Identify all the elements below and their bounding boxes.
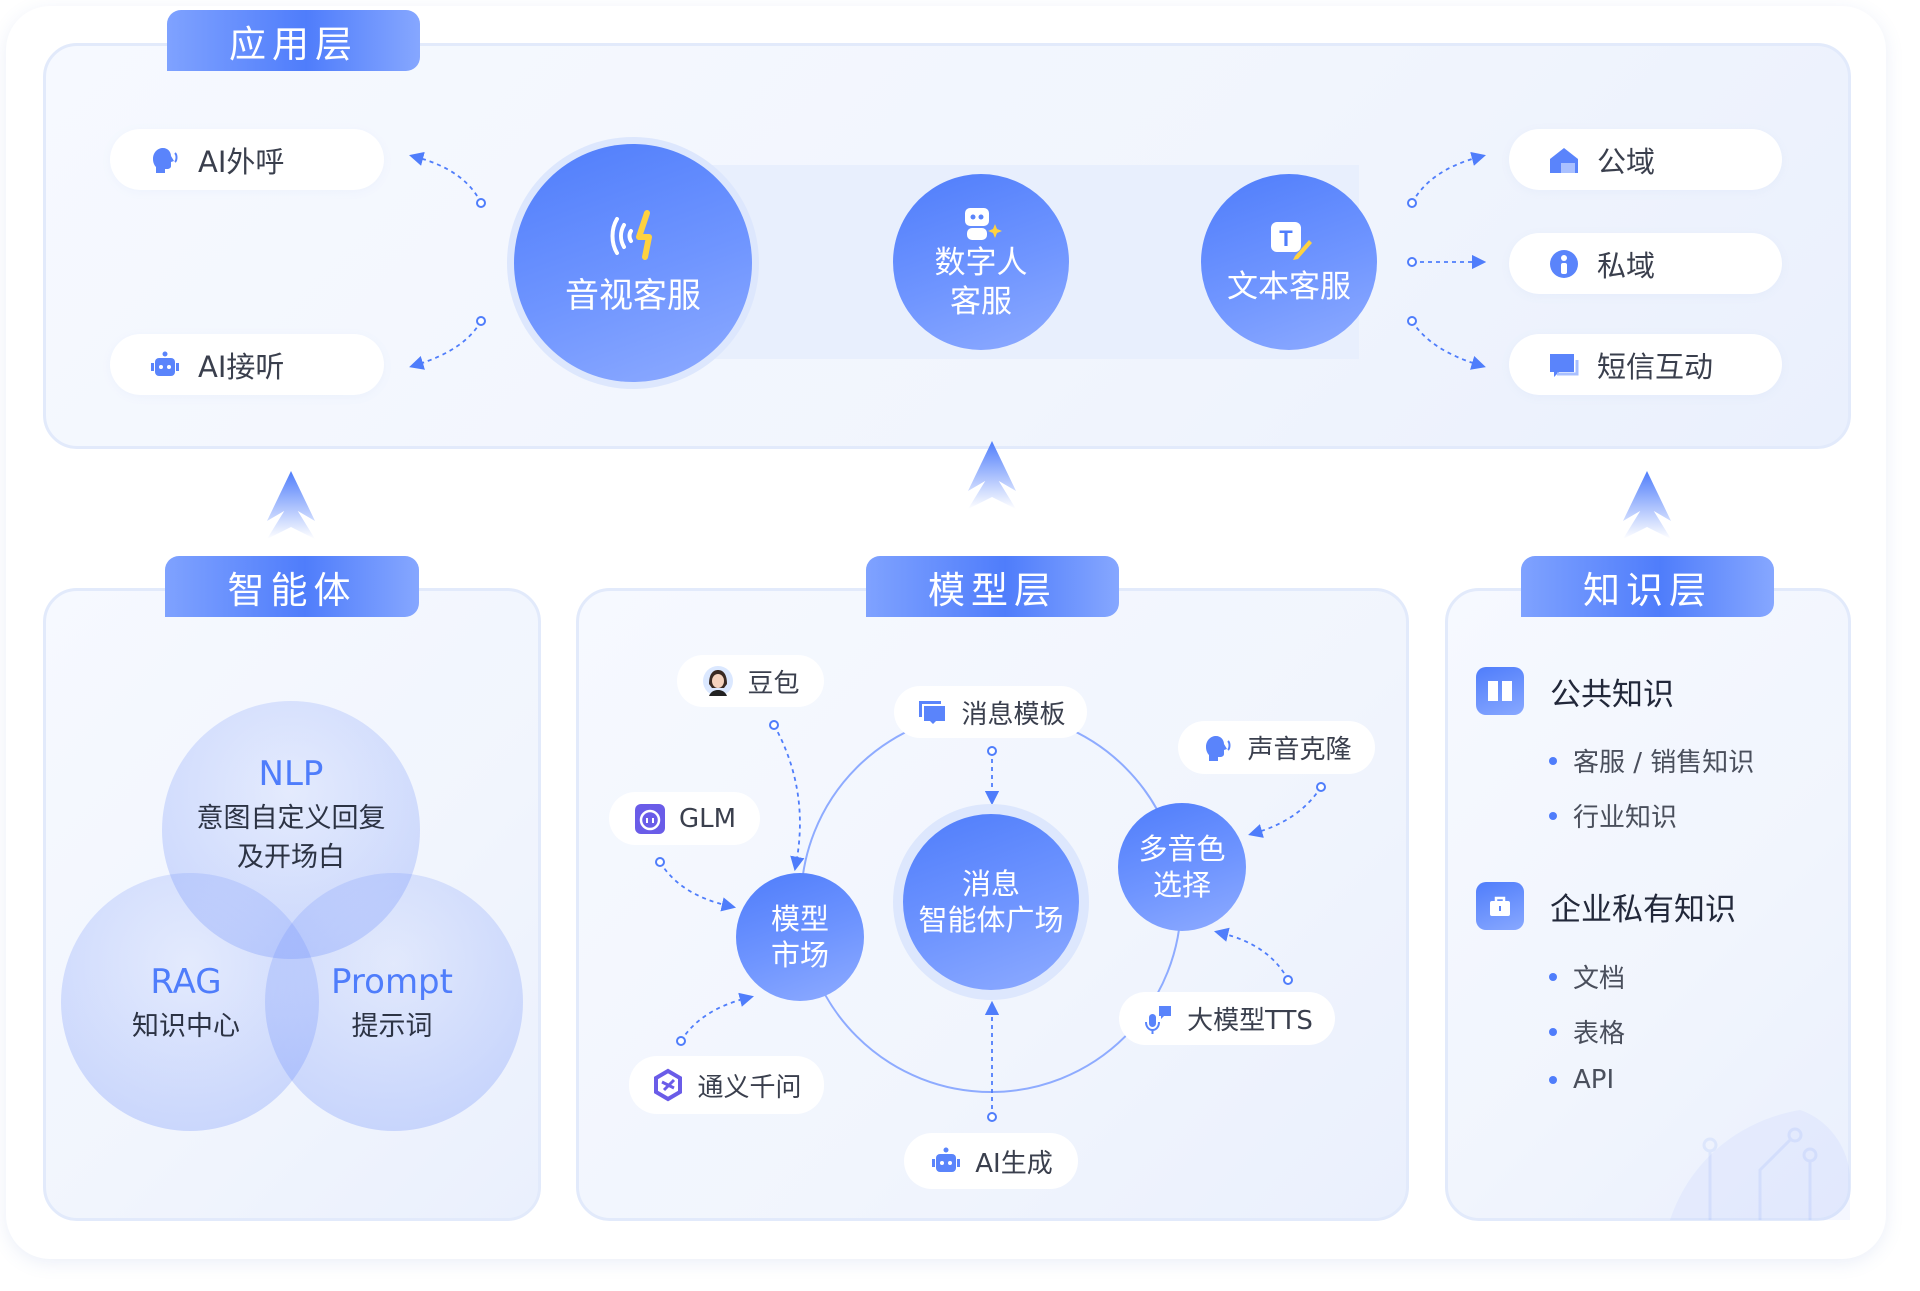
up-arrow-icon — [968, 441, 1016, 509]
model-item-ai-generate: AI生成 — [904, 1133, 1078, 1189]
person-info-icon — [1550, 249, 1578, 278]
circle-label: 文本客服 — [1227, 268, 1351, 305]
knowledge-group-title: 公共知识 — [1550, 676, 1674, 713]
agent-plaza-circle: 消息 智能体广场 — [903, 814, 1079, 990]
app-item-label: AI接听 — [198, 349, 285, 384]
knowledge-group-public: 公共知识 — [1476, 667, 1674, 715]
venn-circle-nlp — [162, 701, 420, 959]
app-item-private-domain: 私域 — [1509, 233, 1782, 294]
book-icon — [1476, 667, 1524, 715]
av-service-circle: 音视客服 — [514, 144, 752, 382]
model-item-voice-clone: 声音克隆 — [1178, 721, 1375, 774]
message-template-icon — [919, 701, 946, 724]
app-layer-title: 应用层 — [167, 10, 420, 71]
multi-voice-circle: 多音色 选择 — [1118, 803, 1246, 931]
app-item-sms: 短信互动 — [1509, 334, 1782, 395]
voice-signal-icon — [610, 209, 652, 260]
rag-label: RAG 知识中心 — [96, 958, 276, 1046]
knowledge-group-title: 企业私有知识 — [1550, 891, 1736, 928]
knowledge-item: API — [1549, 1065, 1614, 1095]
app-item-label: AI外呼 — [198, 144, 285, 179]
model-item-label: 大模型TTS — [1187, 1006, 1313, 1036]
agent-layer-panel — [43, 588, 541, 1221]
svg-text:T: T — [1279, 226, 1293, 251]
rag-title: RAG — [150, 962, 222, 1002]
circle-label: 智能体广场 — [918, 903, 1064, 937]
model-layer-title: 模型层 — [866, 556, 1119, 617]
speaking-head-icon — [153, 147, 178, 173]
prompt-title: Prompt — [331, 962, 453, 1002]
circle-label: 音视客服 — [565, 275, 701, 316]
rag-line1: 知识中心 — [132, 1011, 240, 1043]
circle-label: 多音色 — [1138, 831, 1226, 866]
nlp-title: NLP — [258, 754, 324, 794]
up-arrow-icon — [267, 471, 315, 539]
circle-label: 模型 — [770, 901, 829, 936]
text-service-circle: T 文本客服 — [1201, 174, 1377, 350]
knowledge-item: 行业知识 — [1549, 797, 1677, 834]
microphone-icon — [1145, 1005, 1172, 1034]
robot-icon — [932, 1147, 961, 1172]
prompt-label: Prompt 提示词 — [302, 958, 482, 1046]
nlp-label: NLP 意图自定义回复 及开场白 — [141, 750, 441, 878]
model-item-label: 消息模板 — [961, 699, 1066, 730]
knowledge-layer-title: 知识层 — [1521, 556, 1774, 617]
model-item-doubao: 豆包 — [677, 655, 824, 707]
home-icon — [1550, 147, 1578, 173]
nlp-line1: 意图自定义回复 — [196, 803, 386, 835]
app-item-public-domain: 公域 — [1509, 129, 1782, 190]
circle-label: 数字人 — [934, 245, 1028, 282]
model-market-circle: 模型 市场 — [736, 873, 864, 1001]
up-arrow-icon — [1623, 471, 1671, 539]
text-edit-icon: T — [1271, 221, 1312, 260]
agent-layer-title: 智能体 — [165, 556, 419, 617]
knowledge-item: 客服 / 销售知识 — [1549, 742, 1754, 779]
circle-label: 客服 — [950, 284, 1012, 320]
glm-logo-icon — [634, 803, 665, 834]
speaking-head-icon — [1206, 735, 1231, 761]
nlp-line2: 及开场白 — [237, 842, 345, 874]
app-item-label: 短信互动 — [1597, 349, 1714, 384]
circle-label: 市场 — [770, 938, 829, 972]
model-item-tongyi: 通义千问 — [629, 1056, 824, 1114]
circle-label: 选择 — [1152, 868, 1211, 902]
doubao-avatar-icon — [703, 666, 734, 696]
knowledge-group-private: 企业私有知识 — [1476, 882, 1736, 930]
circle-label: 消息 — [961, 866, 1020, 901]
digital-human-icon — [965, 208, 1002, 241]
decorative-circuit-icon — [1670, 1110, 1850, 1220]
knowledge-item: 表格 — [1549, 1013, 1625, 1050]
venn-circle-prompt — [265, 873, 523, 1131]
venn-circle-rag — [61, 873, 319, 1131]
knowledge-item: 文档 — [1549, 958, 1625, 995]
model-item-label: 豆包 — [747, 668, 800, 699]
model-item-glm: GLM — [609, 792, 760, 845]
app-item-label: 私域 — [1597, 248, 1656, 283]
model-item-message-template: 消息模板 — [894, 686, 1087, 738]
robot-icon — [151, 351, 179, 376]
model-item-label: 声音克隆 — [1247, 735, 1352, 765]
prompt-line1: 提示词 — [351, 1011, 433, 1043]
chat-icon — [1550, 353, 1579, 377]
app-item-ai-outbound: AI外呼 — [110, 129, 384, 190]
digital-human-circle: 数字人 客服 — [893, 174, 1069, 350]
app-item-ai-answer: AI接听 — [110, 334, 384, 395]
app-item-label: 公域 — [1597, 144, 1656, 179]
model-item-label: GLM — [678, 803, 737, 834]
briefcase-icon — [1476, 882, 1524, 930]
model-item-tts: 大模型TTS — [1119, 992, 1335, 1045]
tongyi-logo-icon — [654, 1068, 683, 1102]
model-item-label: AI生成 — [975, 1148, 1053, 1179]
model-item-label: 通义千问 — [697, 1072, 802, 1103]
